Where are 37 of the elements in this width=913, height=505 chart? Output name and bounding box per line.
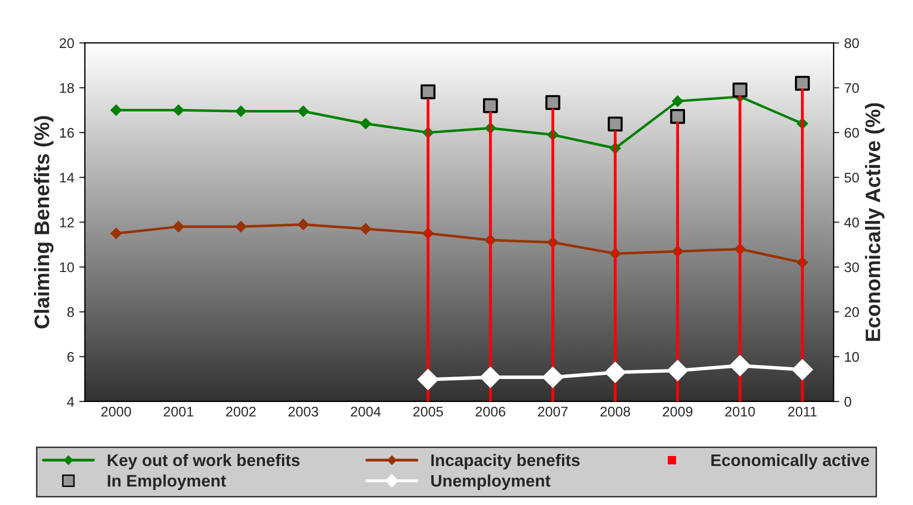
x-tick-label: 2009 bbox=[662, 406, 692, 417]
y-tick-label: 12 bbox=[60, 218, 74, 228]
y-tick-label: 14 bbox=[60, 172, 74, 182]
y-tick-label: 18 bbox=[60, 83, 74, 93]
y2-tick-label: 50 bbox=[844, 172, 859, 183]
x-tick-label: 2008 bbox=[600, 406, 630, 417]
y2-tick-label: 80 bbox=[844, 38, 859, 48]
y-tick-label: 8 bbox=[67, 307, 74, 318]
y-axis-title: Claiming Benefits (%) bbox=[34, 116, 54, 328]
x-tick-label: 2001 bbox=[164, 406, 194, 417]
y2-tick-label: 40 bbox=[844, 218, 859, 228]
y2-tick-label: 0 bbox=[844, 396, 852, 407]
y-tick-label: 16 bbox=[60, 128, 74, 138]
y2-axis-title: Economically Active (%) bbox=[864, 103, 884, 341]
legend-label: Economically active bbox=[711, 454, 870, 470]
x-tick-label: 2006 bbox=[476, 406, 506, 417]
legend-label: Key out of work benefits bbox=[108, 454, 300, 470]
y2-tick-label: 20 bbox=[844, 307, 859, 318]
y2-tick-label: 30 bbox=[844, 262, 859, 272]
y2-tick-label: 60 bbox=[844, 128, 859, 138]
x-tick-label: 2000 bbox=[101, 406, 132, 417]
x-tick-label: 2010 bbox=[725, 406, 755, 417]
x-tick-label: 2004 bbox=[350, 406, 381, 417]
y2-tick-label: 70 bbox=[844, 83, 859, 93]
y-tick-label: 6 bbox=[67, 352, 74, 362]
y-tick-label: 10 bbox=[60, 262, 74, 272]
y2-tick-label: 10 bbox=[845, 352, 859, 362]
x-tick-label: 2007 bbox=[538, 406, 568, 417]
x-tick-label: 2003 bbox=[288, 406, 318, 417]
y-tick-label: 20 bbox=[60, 38, 74, 48]
x-tick-label: 2002 bbox=[226, 406, 256, 417]
x-tick-label: 2005 bbox=[413, 406, 443, 417]
y-tick-label: 4 bbox=[67, 396, 74, 407]
legend-label: Unemployment bbox=[431, 474, 550, 490]
x-tick-label: 2011 bbox=[788, 406, 817, 417]
legend-label: In Employment bbox=[108, 474, 226, 490]
legend-label: Incapacity benefits bbox=[431, 454, 580, 470]
